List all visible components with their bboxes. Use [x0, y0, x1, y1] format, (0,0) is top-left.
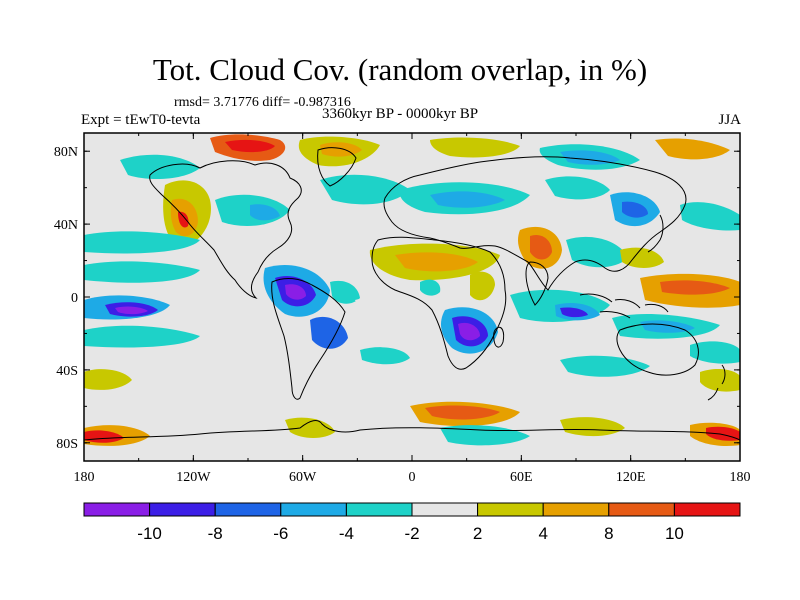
anomaly-patch — [470, 271, 495, 301]
anomaly-patch — [285, 417, 335, 438]
coastline-north-america — [149, 160, 302, 299]
anomaly-patch — [225, 139, 275, 153]
x-tick-label: 120W — [176, 470, 211, 485]
x-axis: 180 120W 60W 0 60E 120E 180 — [74, 133, 751, 485]
anomaly-patch — [120, 154, 200, 180]
coastline-india — [525, 261, 549, 306]
y-tick-label: 0 — [71, 291, 78, 306]
anomaly-patch — [566, 236, 628, 268]
colorbar: -10 -8 -6 -4 -2 2 4 8 10 — [83, 502, 741, 543]
anomaly-patch — [285, 284, 306, 300]
colorbar-swatch — [477, 502, 544, 517]
x-tick-label: 0 — [409, 470, 416, 485]
colorbar-swatch — [345, 502, 413, 517]
coastline-antarctica — [84, 420, 740, 441]
anomaly-patch — [178, 211, 189, 228]
anomaly-patch — [660, 280, 730, 295]
anomaly-patch — [320, 174, 410, 205]
colorbar-swatch — [149, 502, 216, 517]
plot-title: Tot. Cloud Cov. (random overlap, in %) — [152, 52, 648, 87]
anomaly-patch — [655, 138, 730, 160]
anomaly-patch — [360, 347, 410, 365]
colorbar-swatch — [542, 502, 610, 517]
anomaly-patch — [330, 280, 360, 304]
coastline-new-zealand — [707, 364, 726, 401]
colorbar-swatch — [214, 502, 282, 517]
colorbar-label: 2 — [473, 524, 482, 543]
x-tick-label: 60E — [510, 470, 533, 485]
colorbar-swatch — [608, 502, 675, 517]
x-tick-label: 120E — [616, 470, 646, 485]
colorbar-label: -2 — [404, 524, 419, 543]
colorbar-swatch — [280, 502, 347, 517]
coastline-greenland — [317, 147, 357, 187]
anomaly-patch — [545, 176, 610, 200]
colorbar-label: 8 — [604, 524, 613, 543]
season-label: JJA — [718, 112, 741, 128]
anomaly-patch — [560, 417, 625, 437]
anomaly-patch — [250, 204, 280, 221]
coastline-south-america — [271, 277, 346, 400]
y-tick-label: 80S — [56, 437, 78, 452]
coastline-japan — [647, 214, 664, 253]
colorbar-label: 10 — [665, 524, 684, 543]
anomaly-patch — [700, 369, 740, 392]
colorbar-label: -10 — [137, 524, 162, 543]
anomaly-patch — [395, 252, 478, 272]
colorbar-label: -6 — [273, 524, 288, 543]
coastline-madagascar — [493, 326, 505, 348]
coastline-africa — [371, 236, 507, 370]
anomaly-patch — [425, 405, 500, 420]
coastlines — [84, 147, 740, 441]
coastline-australia — [616, 323, 699, 376]
x-tick-label: 180 — [74, 470, 95, 485]
anomaly-patch — [115, 306, 148, 315]
colorbar-swatch — [411, 502, 479, 517]
coastline-eurasia — [383, 156, 687, 291]
anomaly-patch — [640, 320, 695, 333]
anomaly-patch — [310, 316, 348, 349]
colorbar-label: -8 — [208, 524, 223, 543]
anomaly-patch — [622, 201, 648, 218]
colorbar-label: 4 — [538, 524, 547, 543]
experiment-label: Expt = tEwT0-tevta — [81, 112, 201, 128]
colorbar-swatch — [83, 502, 151, 517]
coastline-maritime-continent — [579, 293, 669, 319]
anomaly-patch — [84, 261, 200, 283]
stats-line: rmsd= 3.71776 diff= -0.987316 — [174, 95, 351, 110]
anomaly-patch — [84, 430, 124, 443]
anomaly-patch — [84, 231, 200, 254]
anomaly-patch — [530, 234, 552, 260]
colorbar-label: -4 — [339, 524, 354, 543]
anomaly-patch — [560, 307, 588, 318]
x-tick-label: 180 — [730, 470, 751, 485]
anomaly-patch — [420, 279, 441, 296]
anomaly-fields — [84, 134, 740, 446]
y-tick-label: 80N — [54, 145, 78, 160]
y-axis: 80N 40N 0 40S 80S — [54, 145, 740, 452]
period-label: 3360kyr BP - 0000kyr BP — [321, 106, 479, 122]
anomaly-patch — [458, 322, 480, 341]
anomaly-patch — [620, 247, 664, 268]
anomaly-patch — [84, 325, 200, 348]
anomaly-patch — [690, 341, 740, 364]
anomaly-patch — [680, 202, 740, 231]
colorbar-swatch — [673, 502, 741, 517]
y-tick-label: 40N — [54, 218, 78, 233]
anomaly-patch — [84, 369, 132, 390]
anomaly-patch — [430, 191, 505, 208]
anomaly-patch — [355, 295, 440, 319]
x-tick-label: 60W — [289, 470, 317, 485]
y-tick-label: 40S — [56, 364, 78, 379]
anomaly-patch — [430, 137, 520, 158]
